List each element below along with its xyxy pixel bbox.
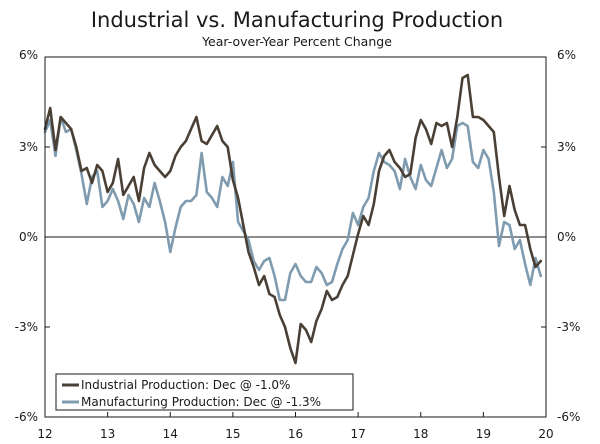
x-tick-label: 19	[476, 427, 491, 441]
series-layer	[43, 73, 543, 365]
series-line-industrial	[43, 73, 543, 365]
chart-title: Industrial vs. Manufacturing Production	[91, 8, 503, 32]
y-axis-left: 6% 3% 0% -3% -6%	[15, 48, 50, 424]
legend-label-industrial: Industrial Production: Dec @ -1.0%	[81, 378, 290, 392]
y-tick-label-right: 3%	[557, 140, 576, 154]
y-tick-label-left: 0%	[19, 230, 38, 244]
series-line-manufacturing	[43, 115, 543, 302]
y-tick-label-left: -6%	[15, 410, 38, 424]
x-tick-label: 16	[288, 427, 303, 441]
y-tick-label-right: 6%	[557, 48, 576, 62]
y-tick-label-right: 0%	[557, 230, 576, 244]
chart-subtitle: Year-over-Year Percent Change	[201, 34, 392, 49]
x-tick-label: 12	[37, 427, 52, 441]
legend-label-manufacturing: Manufacturing Production: Dec @ -1.3%	[81, 395, 321, 409]
legend: Industrial Production: Dec @ -1.0% Manufa…	[55, 373, 354, 411]
y-tick-label-left: -3%	[15, 320, 38, 334]
legend-box	[55, 373, 354, 411]
x-tick-label: 18	[413, 427, 428, 441]
y-tick-label-right: -6%	[557, 410, 580, 424]
x-tick-label: 15	[225, 427, 240, 441]
y-tick-label-left: 3%	[19, 140, 38, 154]
y-axis-right: 6% 3% 0% -3% -6%	[541, 48, 580, 424]
x-tick-label: 17	[350, 427, 365, 441]
x-axis: 12 13 14 15 16 17 18 19 20	[37, 412, 554, 441]
x-tick-label: 20	[538, 427, 553, 441]
y-tick-label-right: -3%	[557, 320, 580, 334]
x-tick-label: 13	[100, 427, 115, 441]
x-tick-label: 14	[163, 427, 178, 441]
y-tick-label-left: 6%	[19, 48, 38, 62]
